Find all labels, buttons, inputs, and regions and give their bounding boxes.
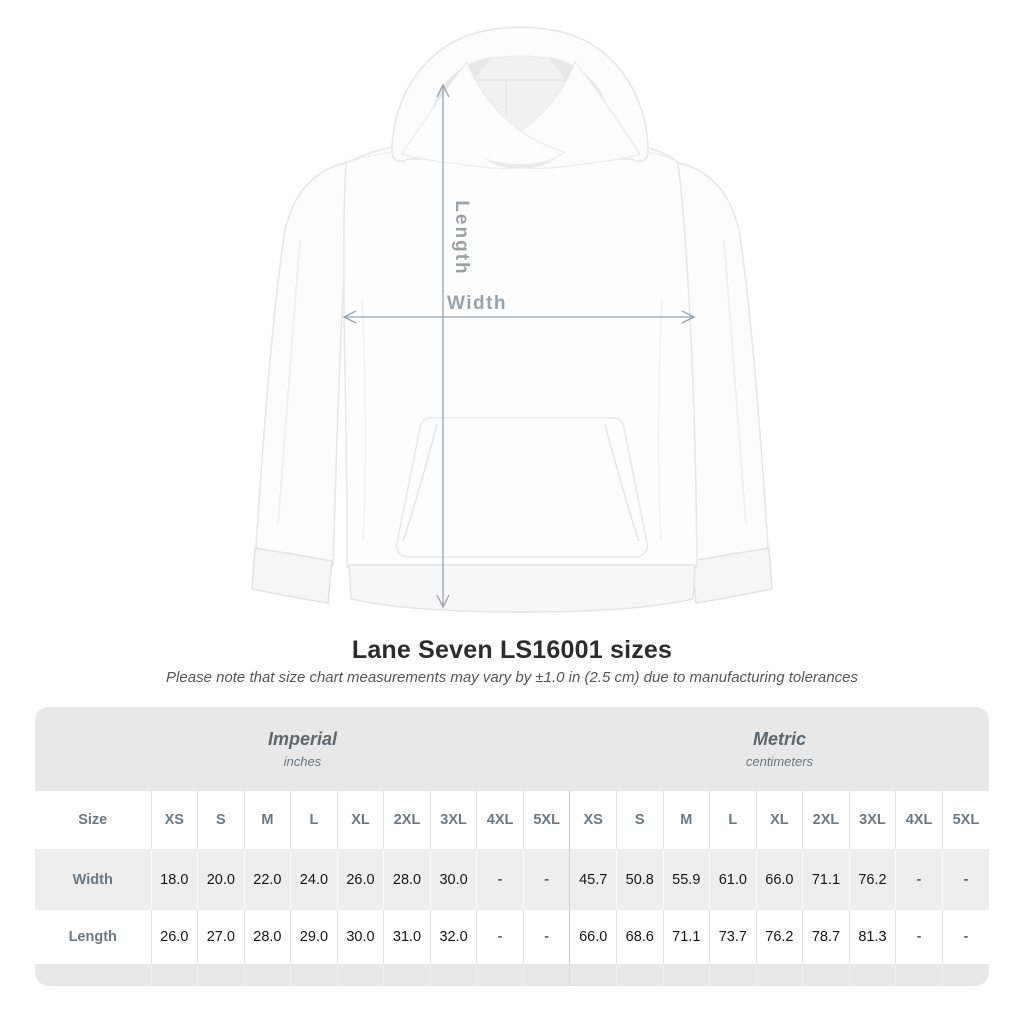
length-annotation-label: Length [451, 200, 472, 275]
imperial-unit: inches [283, 754, 322, 769]
row-label: Width [35, 849, 151, 910]
metric-unit: centimeters [745, 754, 814, 769]
cell-value: 29.0 [290, 910, 338, 964]
size-header: 2XL [383, 791, 431, 849]
cell-value: 78.7 [802, 910, 850, 964]
size-header: 3XL [848, 791, 896, 849]
cell-value: 20.0 [197, 849, 245, 910]
cell-value: 50.8 [615, 849, 664, 910]
hoodie-illustration: Length Width [251, 26, 773, 613]
length-arrow [436, 83, 450, 609]
cell-value: 18.0 [150, 849, 198, 910]
page-title: Lane Seven LS16001 sizes [351, 636, 673, 664]
cell-value: 26.0 [336, 849, 384, 910]
cell-value: 32.0 [429, 910, 477, 964]
cell-value: 28.0 [383, 849, 431, 910]
imperial-group-header: Imperial inches [35, 707, 570, 791]
cell-value: 71.1 [802, 849, 850, 910]
cell-value: 45.7 [569, 849, 617, 910]
cell-value: - [895, 910, 943, 964]
hoodie-body-seams [361, 299, 663, 541]
size-column-header: Size [35, 791, 151, 849]
length-row: Length 26.0 27.0 28.0 29.0 30.0 31.0 32.… [35, 910, 989, 964]
cell-value: - [476, 910, 524, 964]
size-header: S [615, 791, 664, 849]
width-row: Width 18.0 20.0 22.0 24.0 26.0 28.0 30.0… [35, 849, 989, 910]
size-header: 5XL [941, 791, 989, 849]
size-header: 4XL [476, 791, 524, 849]
tolerance-note: Please note that size chart measurements… [166, 669, 858, 686]
size-header: XS [569, 791, 617, 849]
cell-value: 73.7 [709, 910, 757, 964]
cell-value: 30.0 [429, 849, 477, 910]
hoodie-hem-band [348, 564, 696, 613]
cell-value: - [476, 849, 524, 910]
cell-value: 61.0 [709, 849, 757, 910]
size-header: L [709, 791, 757, 849]
hoodie-pocket [395, 417, 649, 558]
cell-value: 28.0 [243, 910, 291, 964]
imperial-label: Imperial [267, 729, 337, 749]
metric-group-header: Metric centimeters [569, 707, 989, 791]
cell-value: - [522, 910, 570, 964]
unit-group-header-row: Imperial inches Metric centimeters [35, 707, 989, 791]
cell-value: 30.0 [336, 910, 384, 964]
cell-value: 76.2 [755, 910, 803, 964]
cell-value: 68.6 [615, 910, 664, 964]
cell-value: - [895, 849, 943, 910]
metric-label: Metric [752, 729, 806, 749]
cell-value: 66.0 [569, 910, 617, 964]
cell-value: 26.0 [150, 910, 198, 964]
size-header: L [290, 791, 338, 849]
cell-value: 27.0 [197, 910, 245, 964]
size-header: M [243, 791, 291, 849]
width-arrow [342, 310, 696, 324]
cell-value: 71.1 [662, 910, 710, 964]
cell-value: 24.0 [290, 849, 338, 910]
cell-value: 66.0 [755, 849, 803, 910]
table-footer-band [35, 964, 989, 986]
cell-value: - [941, 849, 989, 910]
size-header: M [662, 791, 710, 849]
size-header: 3XL [429, 791, 477, 849]
hoodie-pocket-seams [402, 423, 640, 542]
hoodie-hood [346, 26, 678, 170]
hoodie-cuffs [251, 547, 773, 604]
size-header: XS [150, 791, 198, 849]
hoodie-sleeve-creases [277, 239, 747, 526]
size-header: XL [755, 791, 803, 849]
size-header: S [197, 791, 245, 849]
cell-value: - [941, 910, 989, 964]
size-header: 5XL [522, 791, 570, 849]
size-chart-table: Imperial inches Metric centimeters Size … [35, 707, 989, 986]
hoodie-product-figure: Length Width [251, 26, 773, 613]
row-label: Length [35, 910, 151, 964]
size-header: 2XL [802, 791, 850, 849]
cell-value: 76.2 [848, 849, 896, 910]
cell-value: 31.0 [383, 910, 431, 964]
cell-value: 81.3 [848, 910, 896, 964]
size-header: XL [336, 791, 384, 849]
width-annotation-label: Width [447, 293, 507, 314]
size-header: 4XL [895, 791, 943, 849]
cell-value: - [522, 849, 570, 910]
size-header-row: Size XS S M L XL 2XL 3XL 4XL 5XL XS S M … [35, 791, 989, 849]
cell-value: 55.9 [662, 849, 710, 910]
cell-value: 22.0 [243, 849, 291, 910]
